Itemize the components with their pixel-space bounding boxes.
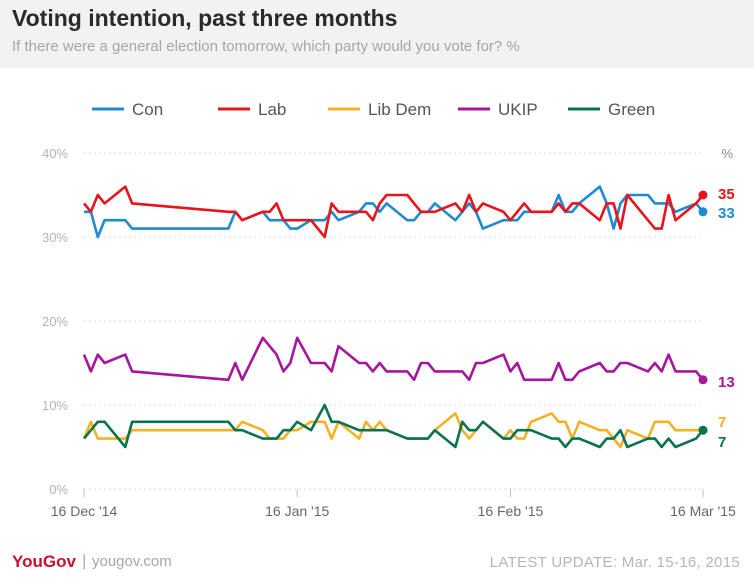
legend-label-con: Con: [132, 100, 163, 119]
line-chart: Con Lab Lib Dem UKIP Green 0% 10% 20% 30% 40% % 16 …: [42, 100, 736, 519]
y-tick-label: 40%: [42, 146, 68, 161]
chart-subtitle: If there were a general election tomorro…: [12, 38, 520, 55]
x-tick-label: 16 Dec '14: [51, 503, 118, 519]
end-label-lab: 35: [718, 186, 735, 203]
x-tick-label: 16 Feb '15: [478, 503, 544, 519]
footer-separator: |: [82, 551, 87, 570]
series-line-con: [84, 185, 705, 239]
y-tick-label: 10%: [42, 398, 68, 413]
chart-footer: YouGov | yougov.com LATEST UPDATE: Mar. …: [0, 548, 754, 588]
end-label-green: 7: [718, 434, 726, 451]
series-line-green: [82, 403, 705, 449]
legend-label-ukip: UKIP: [498, 100, 538, 119]
series-line-lab: [82, 185, 705, 239]
series-line-ukip: [82, 336, 705, 382]
end-label-con: 33: [718, 205, 735, 222]
legend-label-lab: Lab: [258, 100, 286, 119]
unit-label: %: [721, 146, 733, 161]
legend-label-green: Green: [608, 100, 655, 119]
end-marker-green: [698, 425, 708, 435]
y-tick-label: 0%: [49, 482, 68, 497]
chart-title: Voting intention, past three months: [12, 5, 398, 31]
end-marker-con: [698, 207, 708, 217]
legend-label-lib-dem: Lib Dem: [368, 100, 431, 119]
latest-update: LATEST UPDATE: Mar. 15-16, 2015: [489, 554, 740, 571]
chart-header: Voting intention, past three months If t…: [0, 0, 754, 68]
end-label-ukip: 13: [718, 374, 735, 391]
x-tick-label: 16 Jan '15: [265, 503, 329, 519]
end-marker-lab: [698, 190, 708, 200]
series-line-lib-dem: [82, 412, 703, 449]
x-tick-label: 16 Mar '15: [670, 503, 736, 519]
end-label-lib-dem: 7: [718, 414, 726, 431]
end-marker-ukip: [698, 375, 708, 385]
yougov-logo: YouGov: [12, 552, 76, 571]
site-link[interactable]: yougov.com: [92, 553, 172, 570]
y-tick-label: 30%: [42, 230, 68, 245]
y-tick-label: 20%: [42, 314, 68, 329]
